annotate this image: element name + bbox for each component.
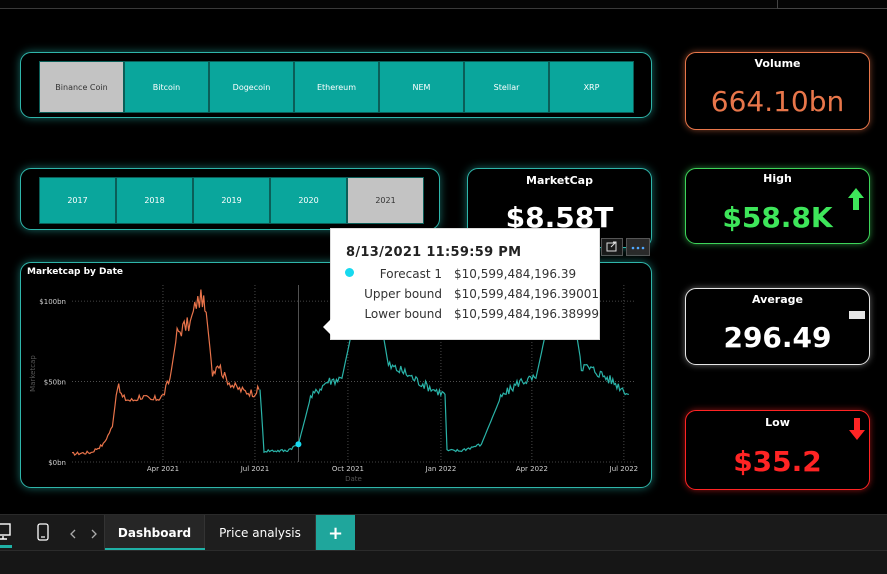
volume-value: 664.10bn xyxy=(710,85,845,118)
coin-option-binance-coin[interactable]: Binance Coin xyxy=(39,61,124,113)
low-value: $35.2 xyxy=(733,445,822,478)
coin-option-xrp[interactable]: XRP xyxy=(549,61,634,113)
x-tick-label: Jul 2021 xyxy=(240,465,270,473)
tab-price-analysis[interactable]: Price analysis xyxy=(205,515,316,551)
coin-option-dogecoin[interactable]: Dogecoin xyxy=(209,61,294,113)
status-strip xyxy=(0,550,887,574)
more-options-glyph xyxy=(631,246,645,250)
tab-label: Price analysis xyxy=(219,526,301,540)
high-card: High $58.8K xyxy=(685,168,870,244)
year-slicer-panel: 2017 2018 2019 2020 2021 xyxy=(20,168,440,230)
tooltip-title: 8/13/2021 11:59:59 PM xyxy=(346,245,522,260)
coin-option-bitcoin[interactable]: Bitcoin xyxy=(124,61,209,113)
tooltip-row-lower: Lower bound $10,599,484,196.38999 xyxy=(331,307,601,325)
actual-series-line xyxy=(71,289,260,457)
forecast-legend-dot xyxy=(345,268,354,277)
arrow-down-icon xyxy=(849,418,865,440)
window-top-bar xyxy=(0,0,887,9)
more-options-icon[interactable] xyxy=(626,238,650,256)
y-tick-label: $50bn xyxy=(44,379,66,387)
coin-option-stellar[interactable]: Stellar xyxy=(464,61,549,113)
tooltip-label: Forecast 1 xyxy=(379,267,442,281)
focus-mode-icon[interactable] xyxy=(601,238,623,256)
volume-title: Volume xyxy=(754,57,801,70)
y-tick-label: $100bn xyxy=(39,298,66,306)
marketcap-title: MarketCap xyxy=(526,174,593,187)
tooltip-value: $10,599,484,196.38999 xyxy=(454,307,600,321)
focus-mode-glyph xyxy=(606,241,617,252)
x-axis-title: Date xyxy=(345,475,362,483)
chevron-left-icon[interactable] xyxy=(69,529,77,539)
average-card: Average 296.49 xyxy=(685,288,870,365)
tab-dashboard[interactable]: Dashboard xyxy=(104,515,206,551)
low-card: Low $35.2 xyxy=(685,410,870,490)
average-value: 296.49 xyxy=(723,321,832,354)
y-tick-label: $0bn xyxy=(48,459,66,467)
chevron-right-icon[interactable] xyxy=(90,529,98,539)
chart-title: Marketcap by Date xyxy=(27,267,123,277)
mobile-layout-icon[interactable] xyxy=(37,523,49,541)
desktop-layout-icon[interactable] xyxy=(0,523,14,541)
tooltip-value: $10,599,484,196.39 xyxy=(454,267,577,281)
marketcap-line-chart[interactable]: $0bn $50bn $100bn Apr 2021 Jul 2021 Oct 2021 J… xyxy=(21,263,651,487)
x-tick-label: Jul 2022 xyxy=(609,465,639,473)
y-axis-title: Marketcap xyxy=(29,355,37,392)
tooltip-caret xyxy=(323,319,331,335)
add-page-button[interactable]: + xyxy=(316,515,355,551)
tab-label: Dashboard xyxy=(117,526,192,540)
coin-option-nem[interactable]: NEM xyxy=(379,61,464,113)
arrow-up-icon xyxy=(848,188,864,210)
chart-tooltip: 8/13/2021 11:59:59 PM Forecast 1 $10,599… xyxy=(323,228,601,340)
tooltip-label: Lower bound xyxy=(364,307,442,321)
coin-option-ethereum[interactable]: Ethereum xyxy=(294,61,379,113)
tooltip-value: $10,599,484,196.39001 xyxy=(454,287,600,301)
year-option-2018[interactable]: 2018 xyxy=(116,177,193,224)
x-tick-label: Apr 2021 xyxy=(147,465,179,473)
volume-card: Volume 664.10bn xyxy=(685,52,870,130)
tooltip-row-forecast: Forecast 1 $10,599,484,196.39 xyxy=(331,267,601,285)
year-option-2020[interactable]: 2020 xyxy=(270,177,347,224)
year-option-2021[interactable]: 2021 xyxy=(347,177,424,224)
desktop-layout-underline xyxy=(0,545,12,548)
hover-point-marker xyxy=(295,441,302,448)
high-value: $58.8K xyxy=(722,201,833,234)
low-title: Low xyxy=(765,416,790,429)
tooltip-row-upper: Upper bound $10,599,484,196.39001 xyxy=(331,287,601,305)
active-tab-indicator xyxy=(105,548,206,551)
window-top-right-frame xyxy=(777,0,887,9)
neutral-trend-icon xyxy=(849,311,865,319)
coin-slicer-panel: Binance Coin Bitcoin Dogecoin Ethereum NEM St… xyxy=(20,52,652,118)
year-option-2019[interactable]: 2019 xyxy=(193,177,270,224)
x-tick-label: Jan 2022 xyxy=(425,465,457,473)
high-title: High xyxy=(763,172,792,185)
x-tick-label: Oct 2021 xyxy=(332,465,364,473)
tooltip-label: Upper bound xyxy=(364,287,442,301)
average-title: Average xyxy=(752,293,803,306)
year-option-2017[interactable]: 2017 xyxy=(39,177,116,224)
add-page-label: + xyxy=(327,522,344,544)
x-tick-label: Apr 2022 xyxy=(516,465,548,473)
